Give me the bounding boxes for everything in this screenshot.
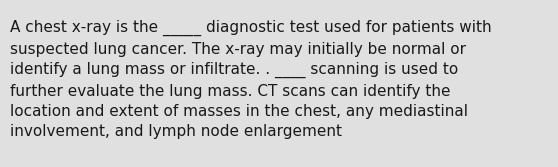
Text: A chest x-ray is the _____ diagnostic test used for patients with
suspected lung: A chest x-ray is the _____ diagnostic te… — [10, 20, 492, 139]
